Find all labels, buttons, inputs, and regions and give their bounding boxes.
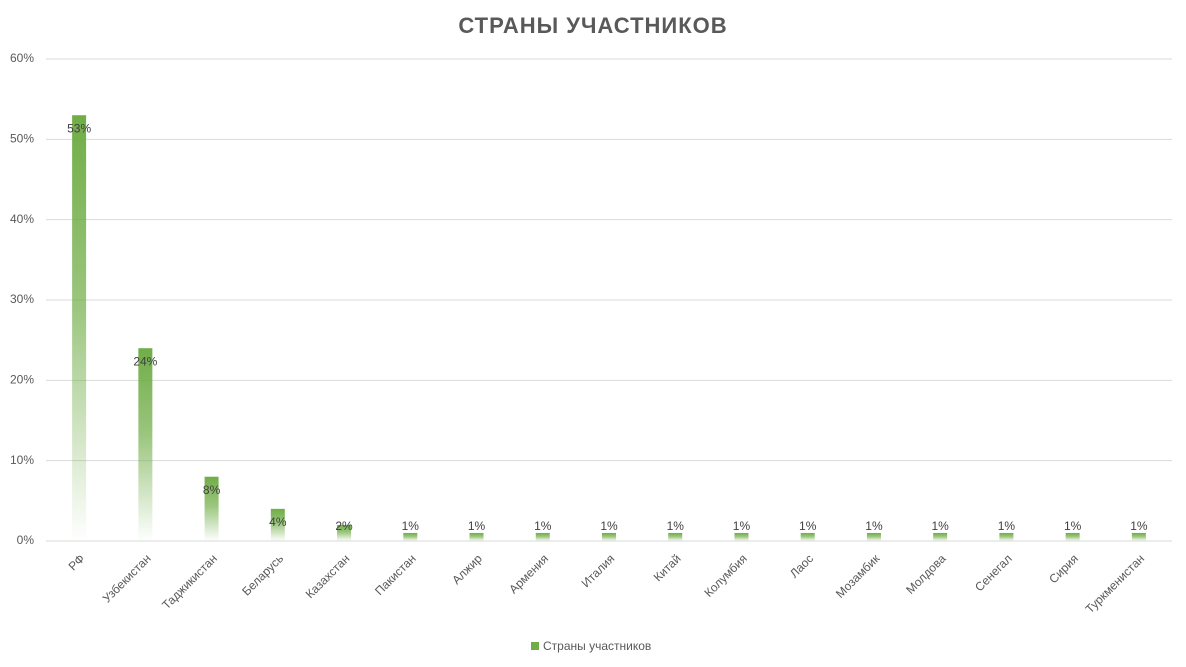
value-label: 1% [998, 519, 1016, 533]
value-label: 1% [667, 519, 685, 533]
bar [1131, 532, 1146, 541]
x-tick-label: Китай [651, 551, 684, 584]
x-tick-label: Сирия [1046, 551, 1081, 586]
value-label: 1% [600, 519, 618, 533]
bar [337, 524, 352, 541]
value-label: 1% [534, 519, 552, 533]
value-label: 1% [1064, 519, 1082, 533]
y-tick-label: 0% [17, 533, 35, 547]
y-tick-label: 10% [10, 453, 34, 467]
value-label: 8% [203, 483, 221, 497]
x-tick-label: Туркменистан [1083, 551, 1148, 616]
bar [469, 532, 484, 541]
value-label: 1% [468, 519, 486, 533]
bar [403, 532, 418, 541]
x-tick-label: Сенегал [972, 551, 1015, 594]
x-tick-label: РФ [66, 551, 88, 573]
x-tick-label: Лаос [787, 551, 816, 580]
value-label: 1% [865, 519, 883, 533]
value-label: 1% [799, 519, 817, 533]
bar [866, 532, 881, 541]
value-label: 2% [335, 519, 353, 533]
y-tick-label: 60% [10, 51, 34, 65]
chart-title: СТРАНЫ УЧАСТНИКОВ [458, 13, 727, 38]
x-tick-label: Казахстан [303, 551, 353, 601]
y-tick-label: 30% [10, 292, 34, 306]
x-tick-label: Колумбия [701, 551, 749, 599]
x-tick-label: Молдова [903, 551, 949, 597]
bar [72, 115, 87, 541]
value-label: 1% [402, 519, 420, 533]
bar [602, 532, 616, 541]
value-label: 4% [269, 515, 287, 529]
bar [204, 476, 219, 541]
bar [933, 532, 948, 541]
bar [138, 348, 153, 541]
value-label: 53% [67, 121, 91, 135]
bar [668, 532, 683, 541]
bar [800, 532, 815, 541]
x-tick-label: Алжир [449, 551, 485, 587]
value-label: 1% [932, 519, 950, 533]
legend-label: Страны участников [543, 639, 651, 653]
bar [1065, 532, 1080, 541]
value-label: 24% [133, 354, 157, 368]
legend-swatch [531, 642, 539, 650]
bar [734, 532, 749, 541]
y-tick-label: 50% [10, 132, 34, 146]
y-tick-label: 40% [10, 212, 34, 226]
x-tick-label: Италия [579, 551, 618, 590]
x-tick-label: Пакистан [372, 551, 419, 598]
bar [999, 532, 1014, 541]
value-label: 1% [733, 519, 751, 533]
x-tick-label: Мозамбик [833, 551, 883, 601]
bar [270, 508, 285, 541]
x-tick-label: Армения [506, 551, 551, 596]
x-tick-label: Беларусь [239, 551, 286, 598]
x-tick-label: Таджикистан [159, 551, 220, 612]
bar [535, 532, 550, 541]
value-label: 1% [1130, 519, 1148, 533]
x-tick-label: Узбекистан [100, 551, 154, 605]
y-tick-label: 20% [10, 373, 34, 387]
